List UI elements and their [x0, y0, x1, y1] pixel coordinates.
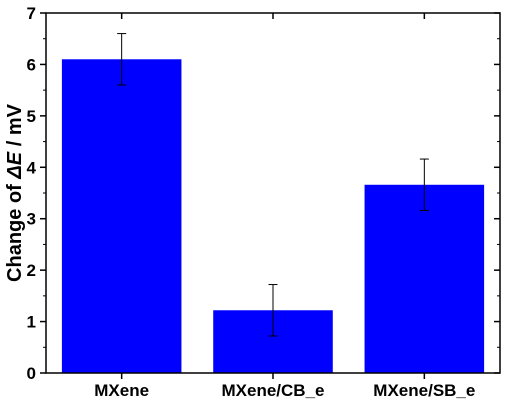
y-tick-label: 3 [27, 210, 36, 229]
error-bars-layer [117, 33, 429, 337]
y-tick-label: 0 [27, 364, 36, 383]
bar [61, 59, 182, 374]
ticks-layer [40, 12, 500, 379]
y-tick-label: 2 [27, 261, 36, 280]
x-tick-label: MXene/CB_e [222, 381, 325, 400]
y-axis-title-prefix: Change of [4, 179, 26, 282]
y-axis-title-suffix: / mV [4, 103, 26, 151]
y-tick-label: 7 [27, 4, 36, 23]
y-tick-label: 4 [27, 158, 37, 177]
x-tick-labels: MXene MXene/CB_e MXene/SB_e [94, 381, 475, 400]
y-tick-label: 1 [27, 313, 36, 332]
bar [364, 184, 485, 373]
x-tick-label: MXene/SB_e [373, 381, 475, 400]
x-tick-label: MXene [94, 381, 149, 400]
bars-layer [61, 59, 485, 374]
y-axis-title: Change of ΔE / mV [4, 103, 26, 282]
y-tick-label: 5 [27, 107, 36, 126]
y-tick-label: 6 [27, 55, 36, 74]
y-tick-labels: 0 1 2 3 4 5 6 7 [27, 4, 37, 383]
y-axis-title-symbol: ΔE [4, 151, 26, 179]
